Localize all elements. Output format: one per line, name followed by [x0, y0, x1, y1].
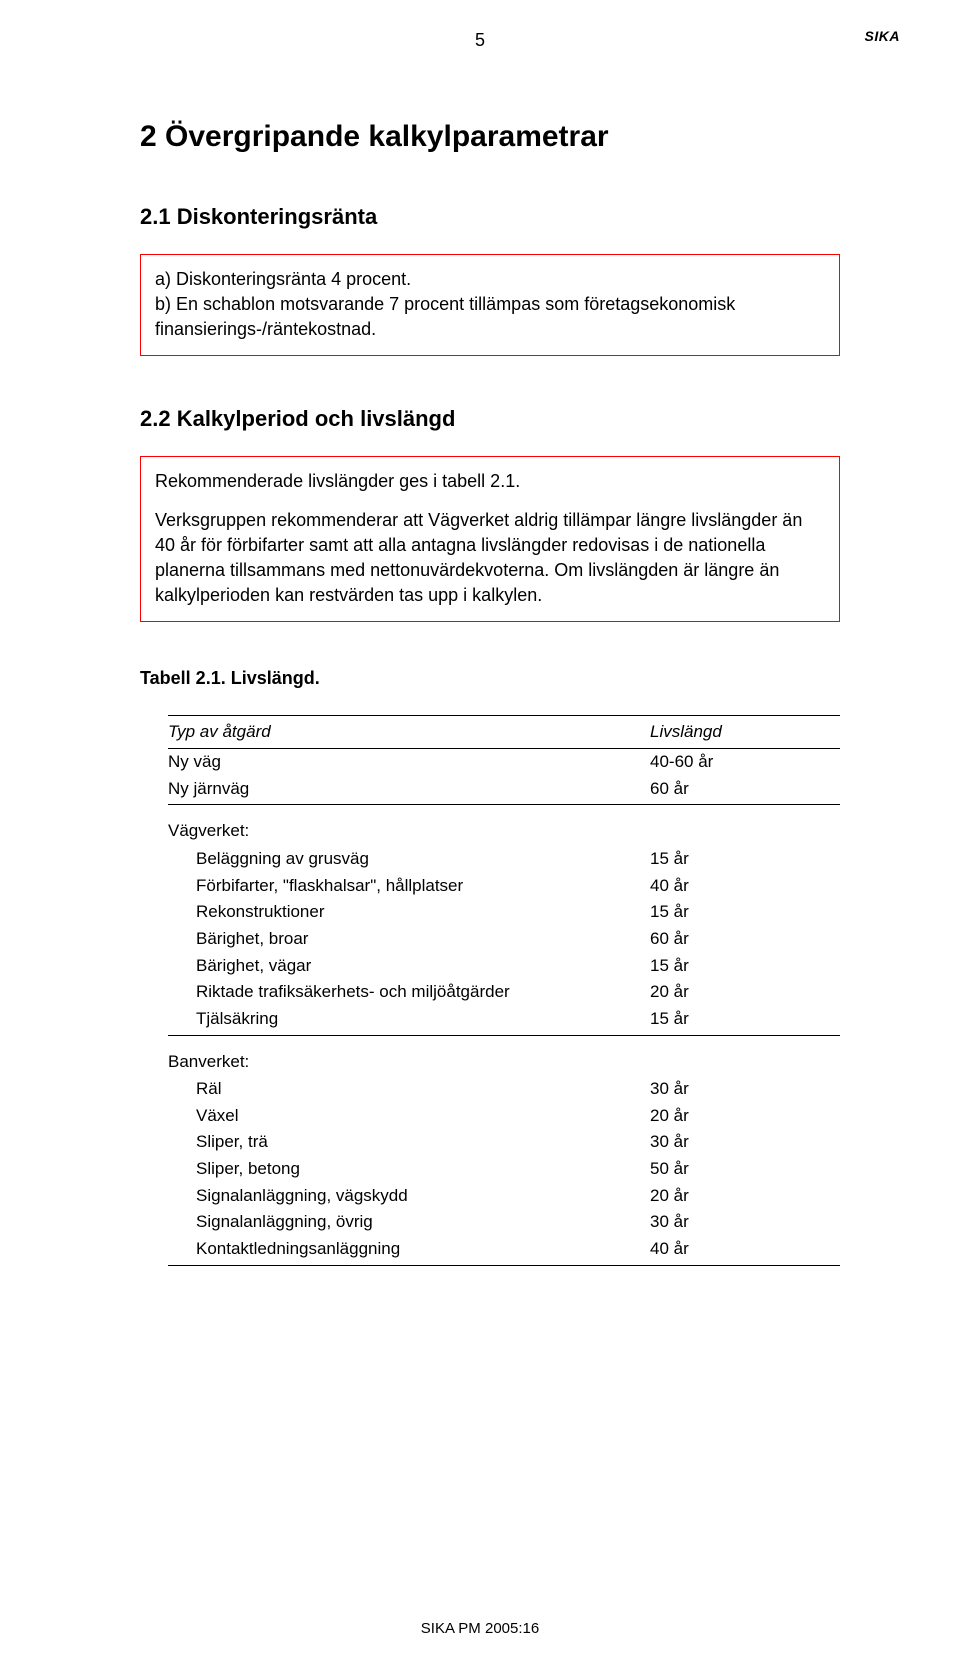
row-value: 20 år	[650, 980, 840, 1005]
table-row: Riktade trafiksäkerhets- och miljöåtgärd…	[168, 979, 840, 1006]
box-2-2-paragraph-1: Rekommenderade livslängder ges i tabell …	[155, 469, 825, 494]
row-label: Tjälsäkring	[168, 1007, 650, 1032]
table-caption: Tabell 2.1. Livslängd.	[140, 668, 840, 689]
row-label: Växel	[168, 1104, 650, 1129]
row-label: Riktade trafiksäkerhets- och miljöåtgärd…	[168, 980, 650, 1005]
row-value: 15 år	[650, 847, 840, 872]
table-row: Beläggning av grusväg 15 år	[168, 846, 840, 873]
section-2-2-heading: 2.2 Kalkylperiod och livslängd	[140, 406, 840, 432]
group-title-vagverket: Vägverket:	[168, 811, 840, 846]
brand-logo: SIKA	[865, 28, 900, 44]
row-label: Sliper, betong	[168, 1157, 650, 1182]
row-value: 40 år	[650, 1237, 840, 1262]
row-value: 40 år	[650, 874, 840, 899]
row-label: Signalanläggning, övrig	[168, 1210, 650, 1235]
table-section-general: Ny väg 40-60 år Ny järnväg 60 år	[168, 749, 840, 805]
row-value: 30 år	[650, 1077, 840, 1102]
table-row: Rekonstruktioner 15 år	[168, 899, 840, 926]
table-row: Kontaktledningsanläggning 40 år	[168, 1236, 840, 1263]
table-header-row: Typ av åtgärd Livslängd	[168, 715, 840, 750]
row-label: Bärighet, broar	[168, 927, 650, 952]
box-2-1: a) Diskonteringsränta 4 procent. b) En s…	[140, 254, 840, 356]
table-row: Förbifarter, "flaskhalsar", hållplatser …	[168, 873, 840, 900]
table-row: Sliper, trä 30 år	[168, 1129, 840, 1156]
row-value: 20 år	[650, 1184, 840, 1209]
row-label: Räl	[168, 1077, 650, 1102]
table-header-left: Typ av åtgärd	[168, 720, 650, 745]
row-label: Ny järnväg	[168, 777, 650, 802]
section-2-1-heading: 2.1 Diskonteringsränta	[140, 204, 840, 230]
table-section-vagverket: Vägverket: Beläggning av grusväg 15 år F…	[168, 811, 840, 1035]
table-section-banverket: Banverket: Räl 30 år Växel 20 år Sliper,…	[168, 1042, 840, 1266]
row-value: 30 år	[650, 1130, 840, 1155]
chapter-heading: 2 Övergripande kalkylparametrar	[140, 120, 840, 154]
row-label: Bärighet, vägar	[168, 954, 650, 979]
table-row: Tjälsäkring 15 år	[168, 1006, 840, 1033]
box-2-1-line-a: a) Diskonteringsränta 4 procent.	[155, 267, 825, 292]
table-row: Signalanläggning, vägskydd 20 år	[168, 1183, 840, 1210]
box-2-2-paragraph-2: Verksgruppen rekommenderar att Vägverket…	[155, 508, 825, 609]
row-value: 30 år	[650, 1210, 840, 1235]
table-row: Bärighet, vägar 15 år	[168, 953, 840, 980]
row-label: Signalanläggning, vägskydd	[168, 1184, 650, 1209]
table-header-right: Livslängd	[650, 720, 840, 745]
table-row: Ny järnväg 60 år	[168, 776, 840, 803]
row-value: 60 år	[650, 777, 840, 802]
group-title-banverket: Banverket:	[168, 1042, 840, 1077]
row-value: 50 år	[650, 1157, 840, 1182]
table-row: Sliper, betong 50 år	[168, 1156, 840, 1183]
table-row: Ny väg 40-60 år	[168, 749, 840, 776]
row-label: Kontaktledningsanläggning	[168, 1237, 650, 1262]
row-label: Sliper, trä	[168, 1130, 650, 1155]
row-value: 15 år	[650, 900, 840, 925]
row-value: 15 år	[650, 954, 840, 979]
page-number: 5	[0, 30, 960, 51]
row-value: 60 år	[650, 927, 840, 952]
page: 5 SIKA 2 Övergripande kalkylparametrar 2…	[0, 0, 960, 1665]
table-row: Signalanläggning, övrig 30 år	[168, 1209, 840, 1236]
lifespan-table: Typ av åtgärd Livslängd Ny väg 40-60 år …	[168, 715, 840, 1266]
row-value: 40-60 år	[650, 750, 840, 775]
table-row: Bärighet, broar 60 år	[168, 926, 840, 953]
table-row: Växel 20 år	[168, 1103, 840, 1130]
row-label: Rekonstruktioner	[168, 900, 650, 925]
row-label: Förbifarter, "flaskhalsar", hållplatser	[168, 874, 650, 899]
box-2-2: Rekommenderade livslängder ges i tabell …	[140, 456, 840, 622]
row-label: Beläggning av grusväg	[168, 847, 650, 872]
box-2-1-line-b: b) En schablon motsvarande 7 procent til…	[155, 292, 825, 342]
row-value: 15 år	[650, 1007, 840, 1032]
table-row: Räl 30 år	[168, 1076, 840, 1103]
row-label: Ny väg	[168, 750, 650, 775]
footer-text: SIKA PM 2005:16	[0, 1620, 960, 1637]
row-value: 20 år	[650, 1104, 840, 1129]
